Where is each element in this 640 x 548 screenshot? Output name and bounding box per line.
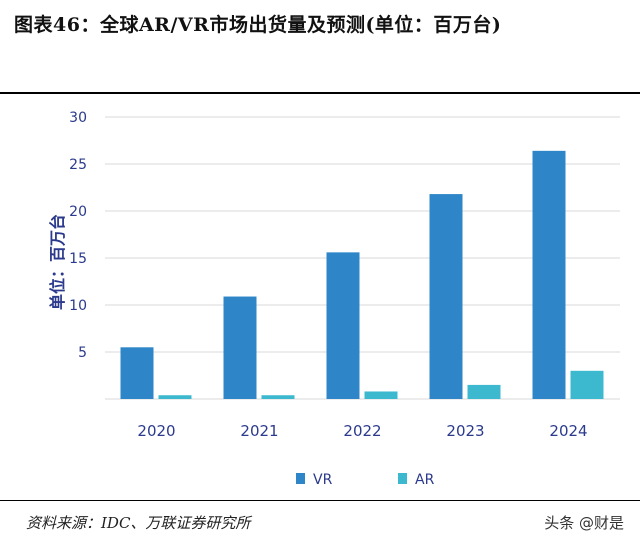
bars xyxy=(120,150,604,399)
bar-ar-2023 xyxy=(467,384,501,399)
bar-ar-2022 xyxy=(364,391,398,399)
source-note: 资料来源：IDC、万联证券研究所 xyxy=(26,514,251,532)
legend-swatch-ar xyxy=(398,473,407,484)
x-tick-label: 2020 xyxy=(137,422,175,440)
bar-vr-2022 xyxy=(326,252,360,399)
chart-title: 图表46：全球AR/VR市场出货量及预测(单位：百万台) xyxy=(14,14,502,36)
legend-label-ar: AR xyxy=(415,472,435,488)
bar-vr-2024 xyxy=(532,150,566,399)
y-tick-label: 25 xyxy=(69,157,87,173)
y-axis-label: 单位：百万台 xyxy=(48,214,67,310)
bar-vr-2023 xyxy=(429,194,463,399)
bar-ar-2021 xyxy=(261,395,295,399)
bar-vr-2020 xyxy=(120,347,154,399)
top-rule xyxy=(0,92,640,94)
y-tick-label: 20 xyxy=(69,204,87,220)
bar-vr-2021 xyxy=(223,296,257,399)
y-tick-label: 15 xyxy=(69,251,87,267)
x-tick-label: 2022 xyxy=(343,422,381,440)
x-tick-label: 2021 xyxy=(240,422,278,440)
legend-swatch-vr xyxy=(296,473,305,484)
x-tick-label: 2023 xyxy=(446,422,484,440)
bottom-rule xyxy=(0,500,640,501)
y-tick-label: 10 xyxy=(69,298,87,314)
bar-ar-2020 xyxy=(158,395,192,399)
bar-ar-2024 xyxy=(570,370,604,399)
x-tick-label: 2024 xyxy=(549,422,587,440)
x-tick-labels: 2020 2021 2022 2023 2024 xyxy=(137,422,587,440)
y-tick-label: 30 xyxy=(69,110,87,126)
watermark: 头条 @财是 xyxy=(544,514,624,532)
y-tick-labels: 5 10 15 20 25 30 xyxy=(69,110,87,361)
legend-label-vr: VR xyxy=(313,472,333,488)
y-tick-label: 5 xyxy=(78,345,87,361)
legend: VR AR xyxy=(296,472,435,488)
